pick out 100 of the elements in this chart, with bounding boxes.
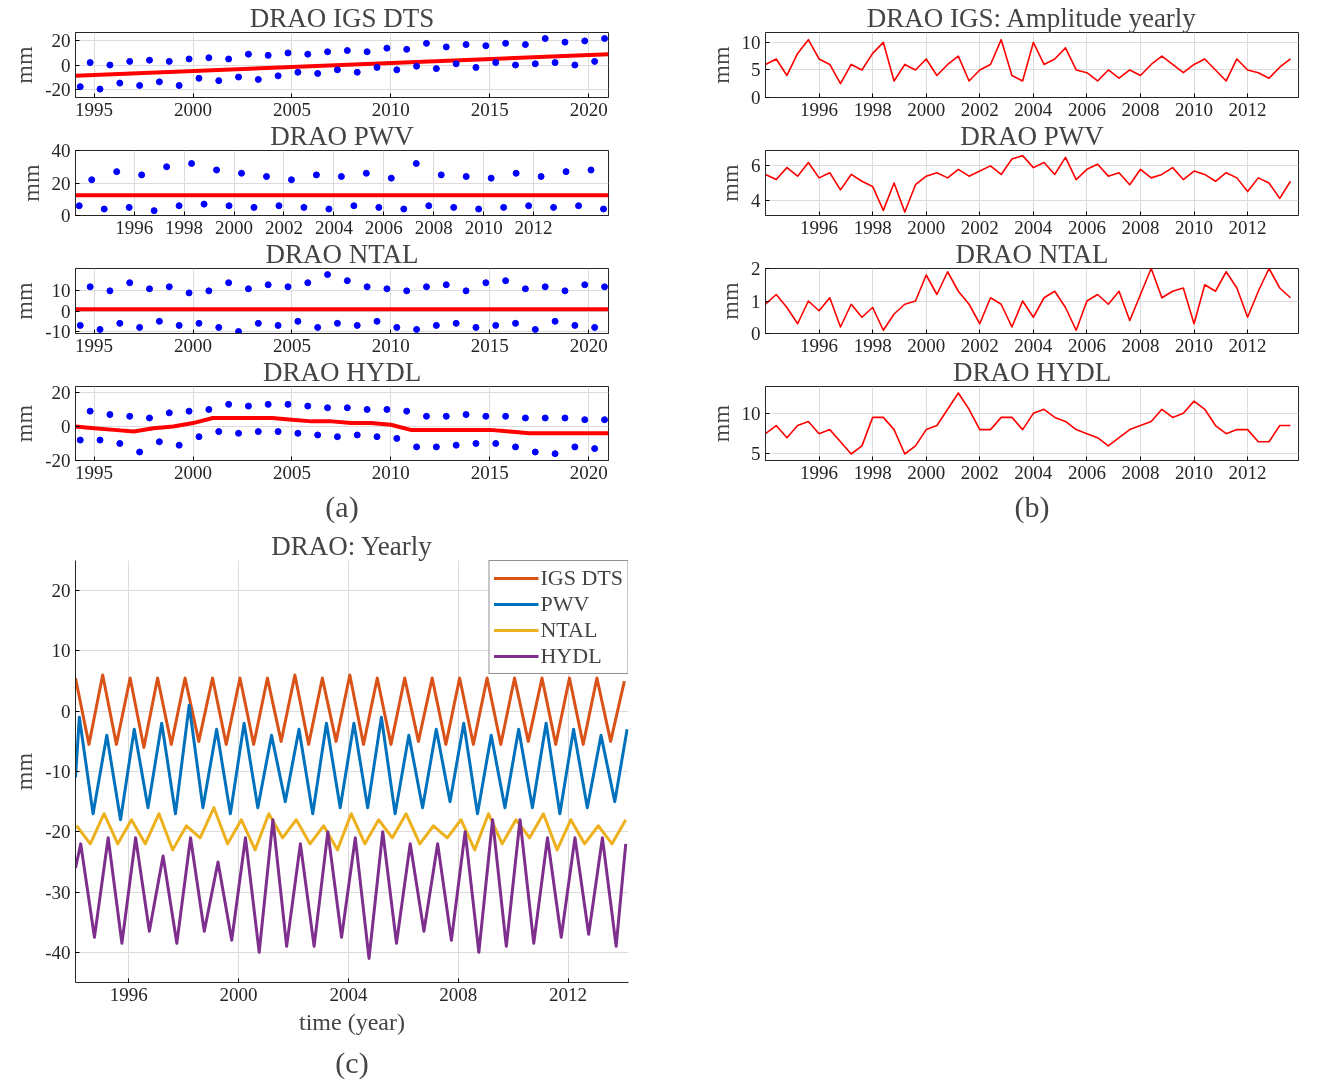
line-series [75,415,609,436]
point [521,285,529,293]
point [145,414,153,422]
x-tick-label: 2012 [514,216,553,238]
x-tick-label: 1998 [853,334,892,356]
x-tick-label: 1995 [75,334,114,356]
point [274,321,282,329]
point [175,441,183,449]
point [403,407,411,415]
point [462,287,470,295]
point [353,321,361,329]
x-tick-label: 2002 [264,216,303,238]
point [452,441,460,449]
point [437,171,445,179]
point [393,434,401,442]
point [215,428,223,436]
x-tick-label: 2000 [174,334,213,356]
x-tick-label: 2010 [464,216,503,238]
point [333,66,341,74]
line-series [75,703,629,822]
point [126,279,134,287]
point [362,169,370,177]
point [116,79,124,87]
line-series [75,673,626,749]
y-tick-label: 5 [751,443,761,465]
point [462,411,470,419]
x-tick-label: 2004 [1014,334,1053,356]
point [215,323,223,331]
point [343,277,351,285]
y-axis-title: mm [717,164,743,202]
point [521,41,529,49]
x-tick-label: 2006 [1067,216,1106,238]
point [244,402,252,410]
point [561,38,569,46]
point [373,63,381,71]
point [264,51,272,59]
point [205,287,213,295]
point [363,405,371,413]
point [462,41,470,49]
point [581,37,589,45]
point [165,283,173,291]
y-tick-label: 2 [751,258,761,279]
x-tick-label: 2010 [1175,98,1214,120]
point [363,48,371,56]
x-tick-label: 2015 [470,98,509,120]
point [512,443,520,451]
point [387,174,395,182]
point [413,62,421,70]
point [304,279,312,287]
x-tick-label: 2000 [907,98,946,120]
point [581,281,589,289]
y-tick-label: -20 [45,78,71,100]
x-tick-label: 1996 [800,461,839,483]
x-tick-label: 2020 [569,334,608,356]
point [136,448,144,456]
point [215,77,223,85]
point [450,203,458,211]
point [562,168,570,176]
point [155,317,163,325]
point [591,323,599,331]
x-tick-label: 2000 [219,983,258,1005]
point [324,404,332,412]
point [213,166,221,174]
point [304,402,312,410]
line-series [765,38,1292,85]
point [432,65,440,73]
point [150,207,158,215]
text: (a) [325,489,359,524]
x-tick-label: 1998 [853,216,892,238]
point [235,327,243,334]
point [113,168,121,176]
point [284,400,292,408]
point [195,433,203,441]
chart-title: DRAO HYDL [262,356,422,387]
point [96,436,104,444]
point [175,81,183,89]
point [492,321,500,329]
point [442,281,450,289]
x-tick-label: 2012 [1228,461,1267,483]
point [138,171,146,179]
point [225,279,233,287]
point [350,202,358,210]
x-tick-label: 1996 [800,216,839,238]
point [244,50,252,58]
point [472,439,480,447]
point [541,283,549,291]
point [205,405,213,413]
x-tick-label: 2008 [1121,98,1160,120]
point [333,319,341,327]
point [225,400,233,408]
y-axis-title: mm [11,282,38,320]
point [314,323,322,331]
point [300,203,308,211]
point [244,285,252,293]
x-tick-label: 2008 [414,216,453,238]
y-tick-label: 20 [51,30,71,52]
point [393,66,401,74]
point [235,73,243,81]
point [373,433,381,441]
point [106,61,114,69]
